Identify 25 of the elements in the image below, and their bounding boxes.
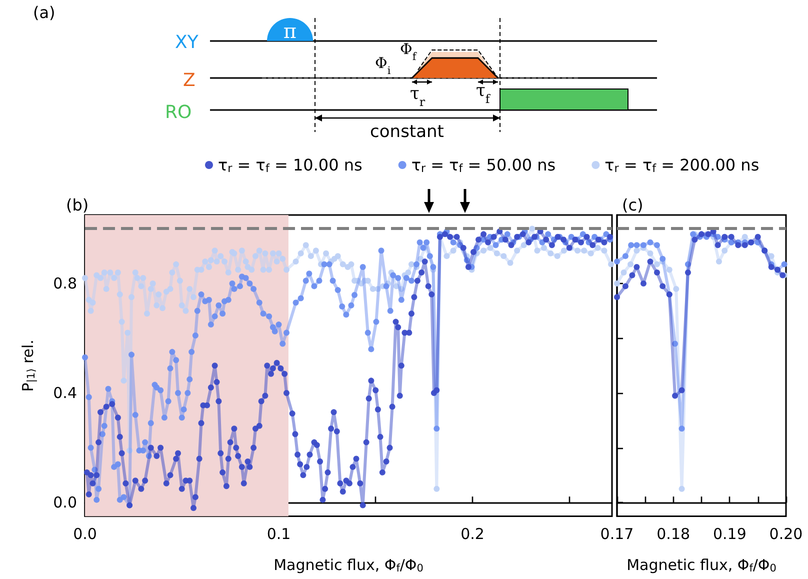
x-tick-label: 0.17 — [600, 524, 634, 543]
x-tick-label: 0.20 — [769, 524, 803, 543]
y-tick-label: 0.0 — [53, 494, 77, 512]
text: τ$_{r}$ — [410, 84, 426, 109]
y-axis-title: P|1⟩ rel. — [19, 340, 38, 392]
chart-title: (c) — [622, 196, 644, 214]
x-axis-title: Magnetic flux, Φf/Φ0 — [626, 556, 776, 574]
text: XY — [175, 32, 200, 53]
text: constant — [370, 122, 444, 142]
text: π — [283, 19, 297, 43]
text: τ$_{f}$ — [476, 81, 492, 106]
y-tick-label: 0.4 — [53, 384, 77, 402]
text: RO — [165, 102, 192, 123]
y-tick-label: 0.8 — [53, 274, 77, 292]
text: Φ$_{i}$ — [375, 54, 392, 77]
text: Z — [183, 70, 196, 91]
x-tick-label: 0.18 — [656, 524, 690, 543]
chart-title: (b) — [66, 196, 89, 214]
x-axis-title: Magnetic flux, Φf/Φ0 — [274, 556, 424, 574]
text: Φ$_{f}$ — [400, 40, 418, 63]
x-tick-label: 0.1 — [266, 524, 291, 543]
x-tick-label: 0.0 — [73, 524, 97, 543]
text: (a) — [33, 3, 56, 22]
x-tick-label: 0.19 — [712, 524, 746, 543]
x-tick-label: 0.2 — [460, 524, 484, 543]
